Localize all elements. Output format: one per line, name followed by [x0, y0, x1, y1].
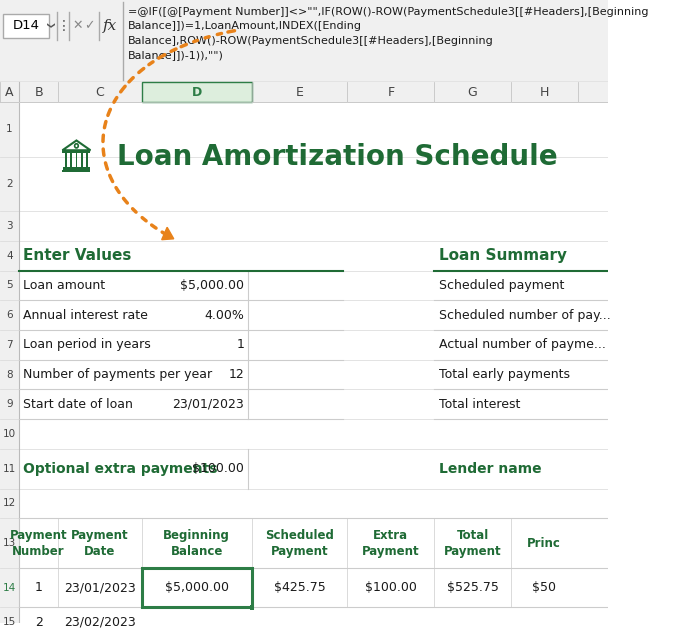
Bar — [0, 489, 19, 518]
Text: 11: 11 — [3, 464, 16, 474]
Text: D: D — [192, 86, 202, 99]
Text: Payment
Date: Payment Date — [71, 528, 129, 557]
Bar — [141, 82, 252, 102]
Bar — [0, 300, 19, 330]
Text: Actual number of payme...: Actual number of payme... — [439, 338, 606, 352]
Text: 1: 1 — [6, 125, 13, 135]
Bar — [0, 389, 19, 419]
Text: Annual interest rate: Annual interest rate — [24, 309, 148, 321]
Text: ⋮: ⋮ — [57, 19, 71, 33]
Bar — [0, 608, 19, 629]
Text: 8: 8 — [6, 370, 13, 379]
Bar — [71, 153, 72, 167]
Text: 5: 5 — [6, 281, 13, 291]
Text: 3: 3 — [6, 221, 13, 231]
Text: ❯: ❯ — [45, 22, 54, 30]
Text: 14: 14 — [3, 582, 16, 593]
Text: Lender name: Lender name — [439, 462, 541, 476]
Text: ✓: ✓ — [84, 19, 95, 32]
Text: Loan period in years: Loan period in years — [24, 338, 151, 352]
Text: 23/01/2023: 23/01/2023 — [64, 581, 136, 594]
Text: 1: 1 — [35, 581, 43, 594]
Bar — [62, 150, 90, 153]
Text: 6: 6 — [6, 310, 13, 320]
Text: Scheduled number of pay...: Scheduled number of pay... — [439, 309, 610, 321]
Text: Extra
Payment: Extra Payment — [362, 528, 420, 557]
Text: Scheduled
Payment: Scheduled Payment — [265, 528, 334, 557]
Bar — [0, 330, 19, 360]
Text: 7: 7 — [6, 340, 13, 350]
Text: F: F — [387, 86, 395, 99]
Text: Scheduled payment: Scheduled payment — [439, 279, 564, 292]
Text: 12: 12 — [228, 368, 244, 381]
Text: G: G — [468, 86, 477, 99]
Text: 23/01/2023: 23/01/2023 — [172, 398, 244, 411]
Text: 4: 4 — [6, 250, 13, 260]
Bar — [141, 568, 252, 608]
Text: $50: $50 — [532, 581, 556, 594]
Text: Princ: Princ — [527, 537, 561, 550]
Text: 9: 9 — [6, 399, 13, 409]
Text: Loan amount: Loan amount — [24, 279, 106, 292]
Bar — [0, 419, 19, 449]
Text: C: C — [95, 86, 104, 99]
Text: Payment
Number: Payment Number — [10, 528, 67, 557]
Text: E: E — [296, 86, 304, 99]
Polygon shape — [162, 227, 174, 240]
Text: $100.00: $100.00 — [365, 581, 416, 594]
Bar — [0, 568, 19, 608]
Text: Start date of loan: Start date of loan — [24, 398, 133, 411]
Bar — [81, 153, 83, 167]
FancyBboxPatch shape — [4, 14, 48, 38]
Text: 4.00%: 4.00% — [204, 309, 244, 321]
Text: $425.75: $425.75 — [274, 581, 326, 594]
Text: 23/02/2023: 23/02/2023 — [64, 616, 136, 629]
Bar — [76, 153, 77, 167]
Text: H: H — [540, 86, 549, 99]
Text: Optional extra payments: Optional extra payments — [24, 462, 218, 476]
Bar — [0, 449, 19, 489]
Text: Loan Summary: Loan Summary — [439, 248, 567, 263]
Bar — [0, 360, 19, 389]
Bar — [0, 270, 19, 300]
Text: $5,000.00: $5,000.00 — [164, 581, 229, 594]
Text: 13: 13 — [3, 538, 16, 548]
Text: 12: 12 — [3, 498, 16, 508]
Bar — [63, 167, 90, 170]
Bar — [0, 82, 608, 102]
Bar — [62, 170, 90, 172]
Bar — [86, 153, 88, 167]
Text: $100.00: $100.00 — [193, 462, 244, 475]
Bar — [0, 241, 19, 270]
Text: fx: fx — [103, 19, 118, 33]
Text: 2: 2 — [35, 616, 43, 629]
Text: Total early payments: Total early payments — [439, 368, 570, 381]
Text: $5,000.00: $5,000.00 — [180, 279, 244, 292]
Text: A: A — [6, 86, 14, 99]
Bar — [250, 605, 254, 610]
Text: 10: 10 — [3, 429, 16, 439]
Text: Enter Values: Enter Values — [24, 248, 132, 263]
Text: 2: 2 — [6, 179, 13, 189]
Text: Total interest: Total interest — [439, 398, 520, 411]
Text: Loan Amortization Schedule: Loan Amortization Schedule — [118, 143, 558, 170]
Bar — [0, 518, 19, 568]
Bar — [0, 102, 19, 157]
Text: B: B — [34, 86, 43, 99]
Text: 15: 15 — [3, 617, 16, 627]
Text: Total
Payment: Total Payment — [444, 528, 501, 557]
Text: ✕: ✕ — [72, 19, 83, 32]
Bar — [0, 157, 19, 211]
Bar — [0, 0, 608, 82]
Text: Number of payments per year: Number of payments per year — [24, 368, 213, 381]
Bar — [19, 82, 608, 623]
Text: Beginning
Balance: Beginning Balance — [163, 528, 230, 557]
Bar — [0, 211, 19, 241]
Text: D14: D14 — [13, 19, 40, 32]
Bar — [65, 153, 66, 167]
Text: $525.75: $525.75 — [447, 581, 498, 594]
Text: 1: 1 — [236, 338, 244, 352]
Text: =@IF([@[Payment Number]]<>"",IF(ROW()-ROW(PaymentSchedule3[[#Headers],[Beginning: =@IF([@[Payment Number]]<>"",IF(ROW()-RO… — [127, 7, 648, 60]
